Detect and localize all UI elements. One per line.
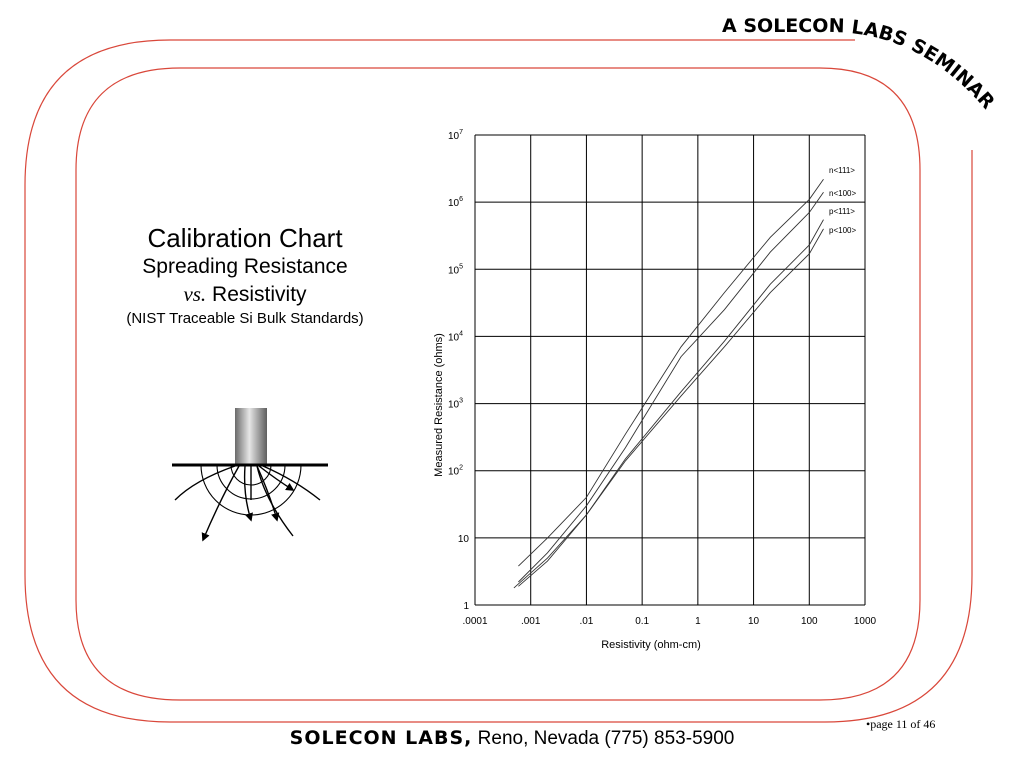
y-tick-label: 107 bbox=[448, 129, 463, 142]
probe-diagram bbox=[172, 408, 328, 542]
inner-frame-line bbox=[75, 67, 921, 701]
series-labels: n<111> n<100> p<111> p<100> bbox=[829, 166, 856, 235]
chart-ylabel: Measured Resistance (ohms) bbox=[433, 333, 445, 477]
y-tick-label: 104 bbox=[448, 330, 463, 343]
y-tick-label: 106 bbox=[448, 196, 463, 209]
current-flow-arrows bbox=[174, 465, 321, 542]
x-tick-labels: .0001 .001 .01 0.1 1 10 100 1000 bbox=[462, 616, 876, 627]
footer-location: Reno, Nevada (775) 853-5900 bbox=[472, 728, 735, 749]
y-tick-label: 102 bbox=[448, 465, 463, 478]
chart-title: Calibration Chart bbox=[147, 223, 343, 253]
x-tick-label: 0.1 bbox=[635, 616, 649, 627]
series-line-4 bbox=[513, 228, 824, 589]
seminar-banner: A SOLECON LABS SEMINAR bbox=[722, 15, 999, 114]
x-tick-label: 10 bbox=[748, 616, 760, 627]
probe-tip bbox=[235, 408, 267, 465]
x-tick-label: 100 bbox=[801, 616, 818, 627]
title-block: Calibration Chart Spreading Resistance v… bbox=[95, 222, 395, 329]
chart-xlabel: Resistivity (ohm-cm) bbox=[601, 639, 701, 651]
chart-grid bbox=[474, 134, 866, 606]
chart-subtitle-vs: vs. Resistivity bbox=[95, 280, 395, 309]
x-tick-label: .01 bbox=[579, 616, 593, 627]
footer: SOLECON LABS, Reno, Nevada (775) 853-590… bbox=[0, 727, 1024, 750]
series-label: n<100> bbox=[829, 189, 856, 198]
chart-series bbox=[513, 178, 824, 589]
vs-text: vs. bbox=[183, 282, 207, 306]
x-tick-label: .001 bbox=[521, 616, 541, 627]
chart-subtitle-standards: (NIST Traceable Si Bulk Standards) bbox=[126, 310, 364, 327]
series-line-1 bbox=[518, 178, 824, 567]
series-label: p<100> bbox=[829, 226, 856, 235]
resistivity-text: Resistivity bbox=[206, 283, 307, 306]
y-tick-label: 1 bbox=[463, 601, 469, 612]
series-label: n<111> bbox=[829, 166, 855, 175]
x-tick-label: 1000 bbox=[854, 616, 877, 627]
page-number: •page 11 of 46 bbox=[866, 717, 936, 731]
footer-brand: SOLECON LABS, bbox=[289, 727, 473, 749]
calibration-chart: .0001 .001 .01 0.1 1 10 100 1000 1 10 102 103 104 10… bbox=[433, 129, 877, 651]
y-tick-labels: 1 10 102 103 104 105 106 107 bbox=[448, 129, 469, 612]
y-tick-label: 103 bbox=[448, 398, 463, 411]
chart-subtitle: Spreading Resistance bbox=[142, 255, 348, 278]
series-line-2 bbox=[518, 192, 824, 583]
series-line-3 bbox=[518, 219, 824, 587]
outer-frame-line bbox=[24, 39, 973, 723]
series-label: p<111> bbox=[829, 207, 855, 216]
x-tick-label: .0001 bbox=[462, 616, 487, 627]
y-tick-label: 10 bbox=[458, 534, 470, 545]
x-tick-label: 1 bbox=[695, 616, 701, 627]
y-tick-label: 105 bbox=[448, 263, 463, 276]
